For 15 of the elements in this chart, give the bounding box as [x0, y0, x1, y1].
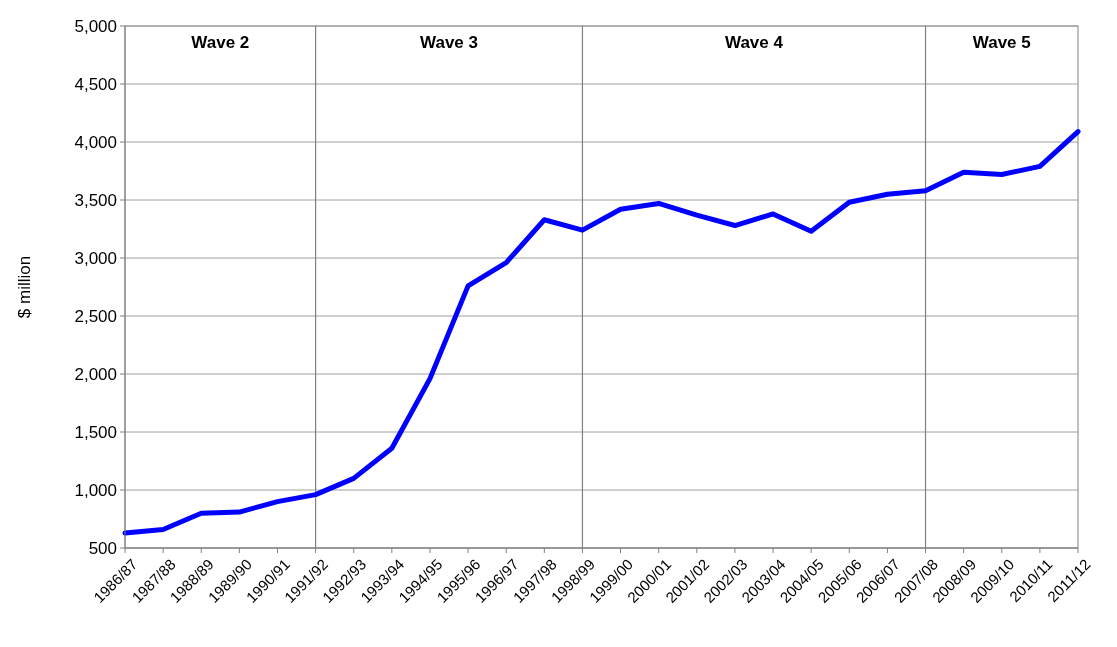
y-tick-label: 500: [88, 538, 117, 558]
y-tick-label: 3,500: [74, 190, 117, 210]
y-tick-label: 2,500: [74, 306, 117, 326]
annotation: Wave 3: [420, 33, 478, 52]
y-tick-label: 5,000: [74, 16, 117, 36]
annotation: Wave 4: [725, 33, 784, 52]
y-tick-label: 4,000: [74, 132, 117, 152]
y-tick-label: 1,000: [74, 480, 117, 500]
y-tick-label: 4,500: [74, 74, 117, 94]
y-tick-label: 3,000: [74, 248, 117, 268]
y-tick-label: 2,000: [74, 364, 117, 384]
annotation: Wave 5: [972, 33, 1031, 52]
y-tick-label: 1,500: [74, 422, 117, 442]
y-axis-title: $ million: [15, 255, 34, 319]
annotation: Wave 2: [191, 33, 250, 52]
